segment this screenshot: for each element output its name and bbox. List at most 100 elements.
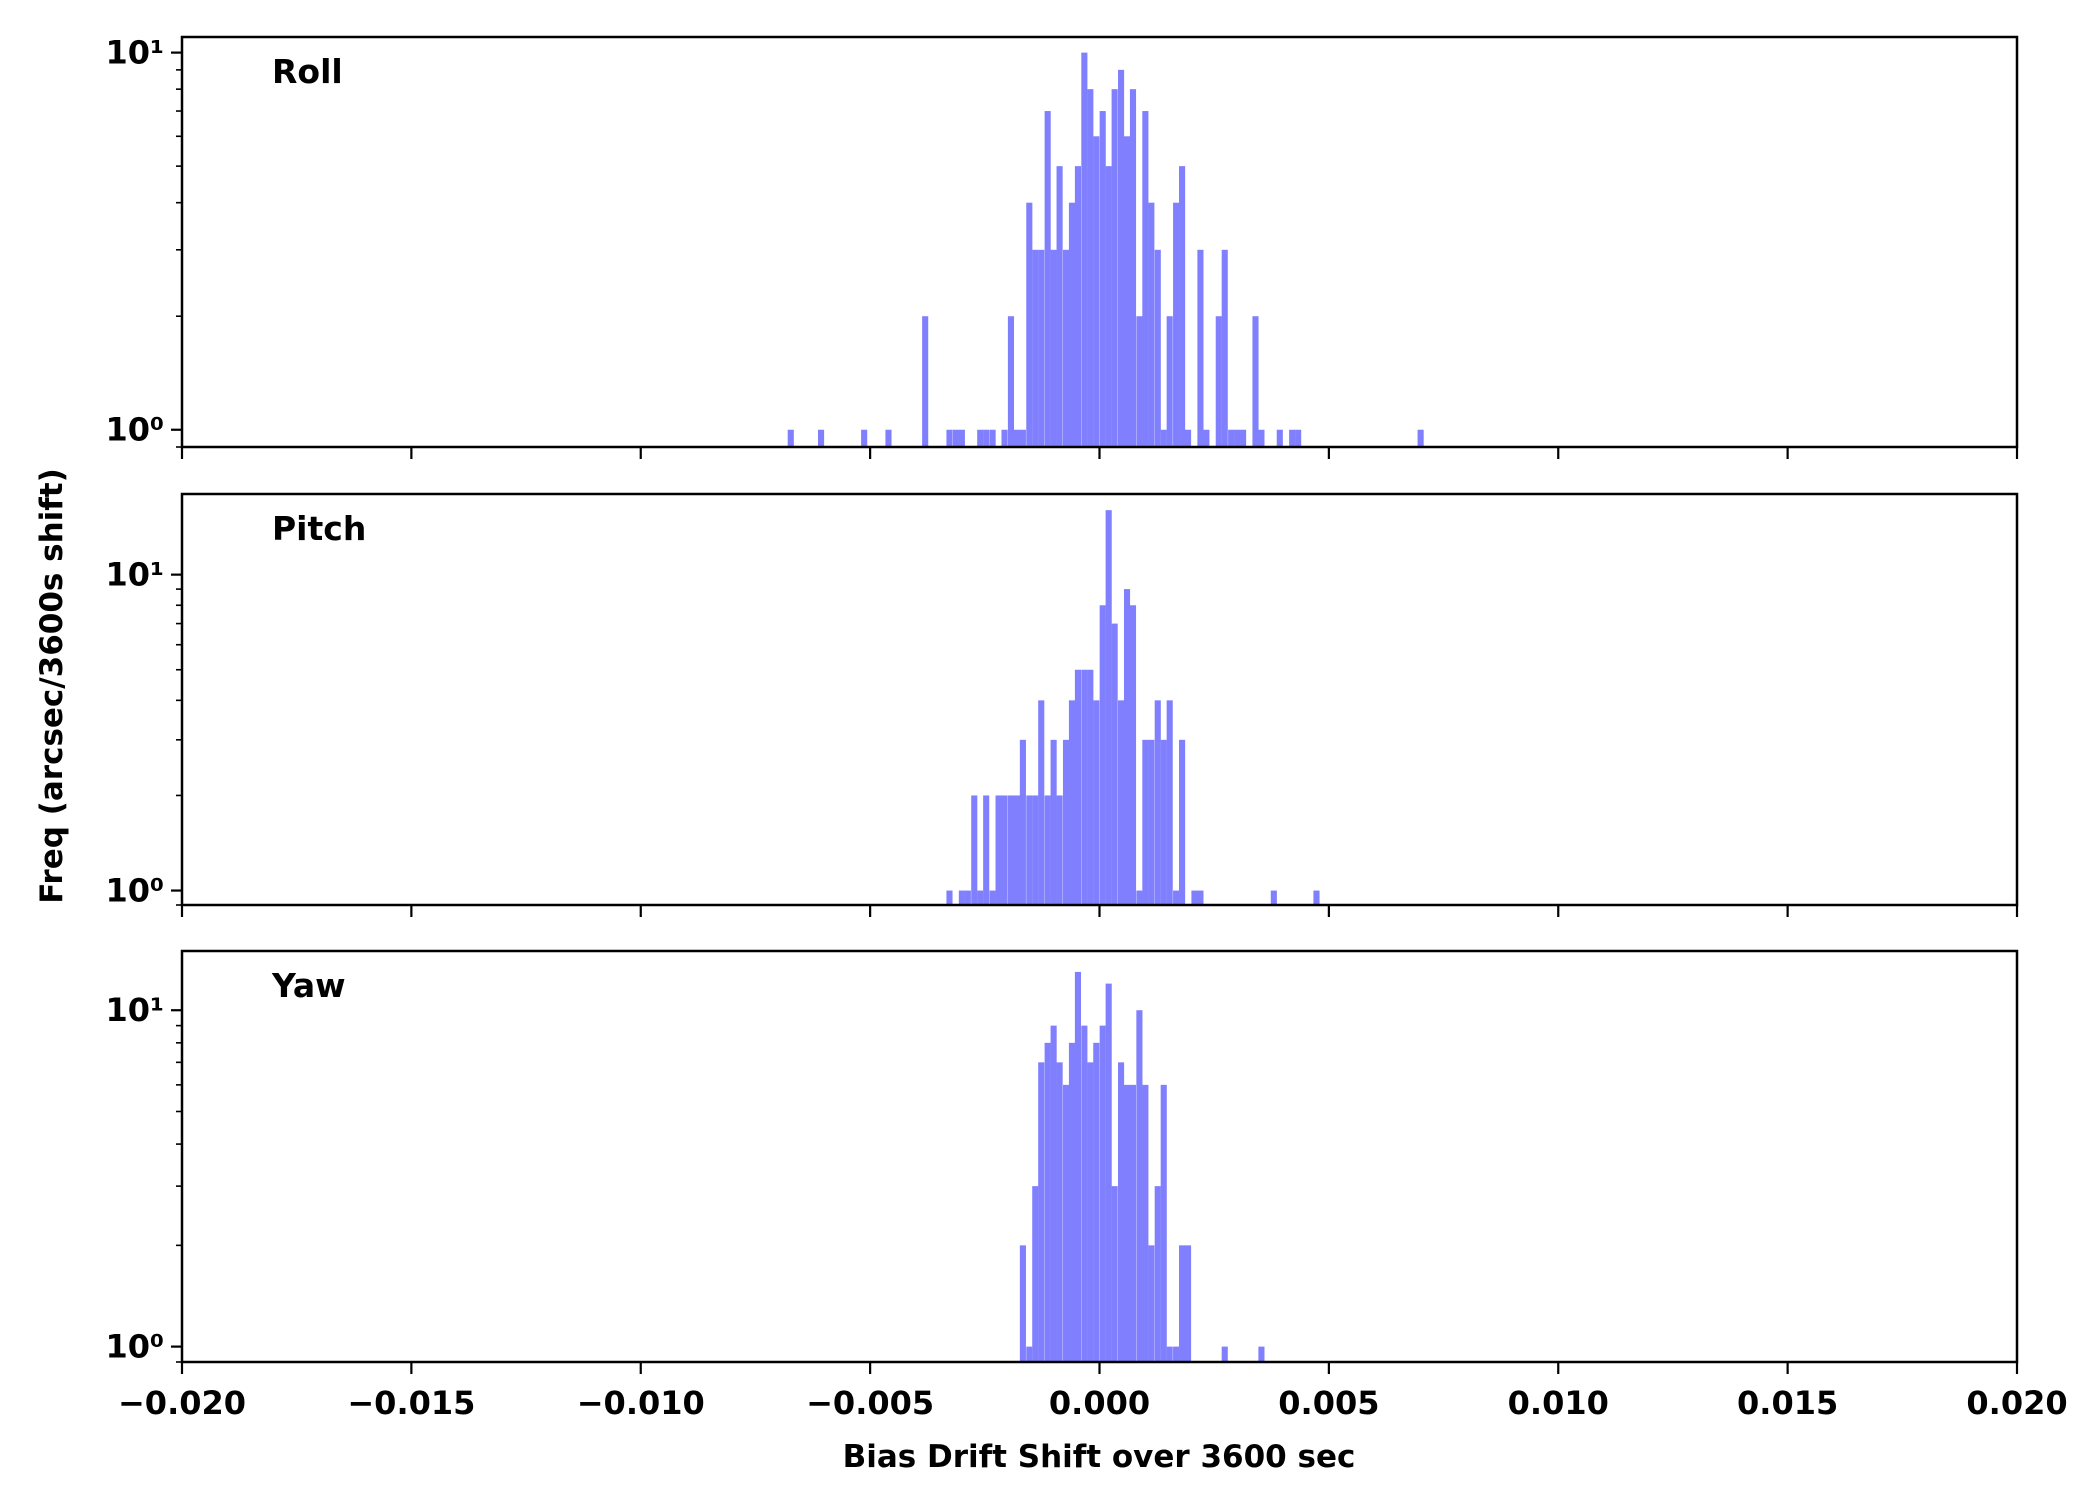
histogram-bar <box>1136 890 1143 905</box>
histogram-bar <box>1044 795 1051 905</box>
x-tick-label: −0.020 <box>118 1384 246 1422</box>
histogram-bar <box>1038 700 1045 905</box>
histogram-bar <box>1013 795 1020 905</box>
histogram-bar <box>1148 1245 1155 1362</box>
histogram-bar <box>1197 249 1204 447</box>
histogram-bar <box>1289 429 1296 447</box>
histogram-bar <box>977 429 984 447</box>
histogram-bar <box>1099 605 1106 905</box>
histogram-bar <box>1099 111 1106 447</box>
histogram-bar <box>1044 111 1051 447</box>
histogram-bar <box>1068 700 1076 905</box>
panels-layer: 10⁰ 10¹ Roll 10⁰ 10¹ Pitch 10⁰ 10¹ −0.020 −0.015 −… <box>105 34 2067 1422</box>
x-tick-label: 0.005 <box>1278 1384 1379 1422</box>
histogram-bar <box>1228 429 1235 447</box>
histogram-bar <box>1087 1062 1094 1362</box>
histogram-bar <box>1074 166 1081 447</box>
histogram-bar <box>1074 971 1081 1362</box>
histogram-bar <box>1026 1346 1033 1362</box>
histogram-bar <box>922 316 929 447</box>
x-axis-label: Bias Drift Shift over 3600 sec <box>843 1439 1356 1475</box>
histogram-bar <box>1179 739 1186 905</box>
histogram-bar <box>1417 429 1424 447</box>
histogram-bar <box>1160 1084 1167 1362</box>
panel-label: Roll <box>272 52 343 91</box>
histogram-bar <box>1142 111 1149 447</box>
histogram-bar <box>1111 623 1118 905</box>
histogram-bar <box>1087 669 1094 905</box>
histogram-bar <box>989 429 996 447</box>
histogram-bar <box>964 890 971 905</box>
histogram-bar <box>1258 1346 1265 1362</box>
histogram-bar <box>1221 249 1228 447</box>
histogram-bar <box>1081 669 1088 905</box>
histogram-bar <box>1105 510 1112 905</box>
histogram-bar <box>1184 1245 1192 1362</box>
histogram-bar <box>1118 700 1125 905</box>
histogram-bar <box>1019 739 1026 905</box>
histogram-bar <box>1160 739 1167 905</box>
histogram-bar <box>1295 429 1302 447</box>
histogram-bar <box>861 429 868 447</box>
histogram-bar <box>1032 1186 1039 1362</box>
histogram-bar <box>1240 429 1247 447</box>
histogram-bar <box>1118 69 1125 448</box>
histogram-bar <box>1062 739 1070 905</box>
x-tick-label: 0.015 <box>1737 1384 1838 1422</box>
histogram-bar <box>1313 890 1320 905</box>
x-tick-label: 0.010 <box>1508 1384 1609 1422</box>
histogram-bar <box>1026 795 1033 905</box>
histogram-bar <box>1154 700 1161 905</box>
histogram-bar <box>1050 249 1057 447</box>
axes-frame <box>180 492 2019 907</box>
y-tick-label: 10¹ <box>105 991 164 1029</box>
histogram-bar <box>1032 249 1039 447</box>
histogram-bar <box>1203 429 1210 447</box>
histogram-bar <box>1081 52 1088 448</box>
x-tick-label: −0.005 <box>806 1384 934 1422</box>
histogram-bar <box>1136 1010 1143 1362</box>
histogram-bar <box>1001 429 1008 447</box>
histogram-bar <box>1001 795 1008 905</box>
histogram-bar <box>1160 429 1167 447</box>
histogram-bar <box>1154 249 1161 447</box>
histogram-bar <box>971 795 978 905</box>
y-tick-label: 10⁰ <box>105 1328 164 1366</box>
panel-label: Pitch <box>272 509 366 548</box>
y-tick-label: 10¹ <box>105 556 164 594</box>
panel-roll: 10⁰ 10¹ Roll <box>105 34 2019 459</box>
histogram-bar <box>1050 739 1057 905</box>
histogram-bar <box>1111 89 1118 447</box>
histogram-bar <box>1191 890 1198 905</box>
histogram-bar <box>1136 316 1143 447</box>
histogram-bar <box>1221 1346 1228 1362</box>
histogram-bar <box>1056 166 1063 447</box>
x-tick-label: −0.015 <box>347 1384 475 1422</box>
histogram-bar <box>1123 136 1131 447</box>
histogram-bar <box>946 429 953 447</box>
histogram-bar <box>1068 1042 1076 1362</box>
histogram-bar <box>1019 1245 1026 1362</box>
histogram-bar <box>1166 316 1173 447</box>
histogram-bar <box>1173 202 1180 447</box>
panel-label: Yaw <box>271 966 346 1005</box>
histogram-bar <box>983 795 990 905</box>
histogram-bar <box>983 429 990 447</box>
histogram-bar <box>1050 1025 1057 1362</box>
histogram-bar <box>1056 795 1063 905</box>
histogram-bar <box>1258 429 1265 447</box>
histogram-bar <box>1013 429 1020 447</box>
histogram-bar <box>1074 669 1081 905</box>
histogram-bar <box>1081 1025 1088 1362</box>
histogram-bar <box>1007 795 1015 905</box>
histogram-bar <box>958 429 965 447</box>
panel-pitch: 10⁰ 10¹ Pitch <box>105 492 2019 917</box>
histogram-bar <box>817 429 825 447</box>
y-tick-label: 10⁰ <box>105 411 164 449</box>
histogram-bar <box>1197 890 1204 905</box>
histogram-bar <box>1179 1245 1186 1362</box>
histogram-bar <box>1166 1346 1173 1362</box>
histogram-bar <box>1087 89 1094 447</box>
histogram-bar <box>1154 1186 1161 1362</box>
